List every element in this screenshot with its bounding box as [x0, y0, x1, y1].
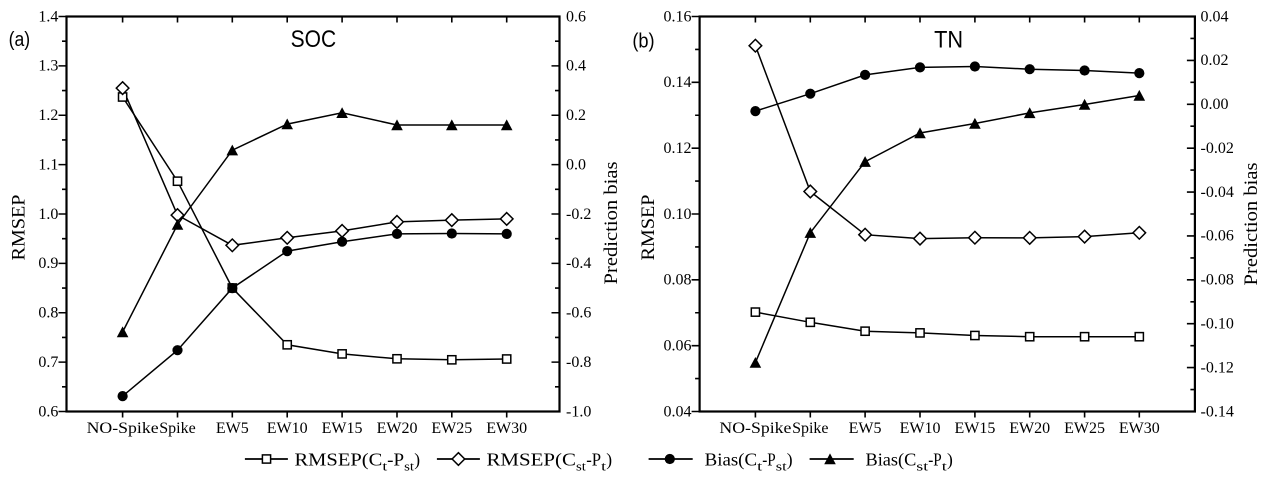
- svg-text:NO-Spike: NO-Spike: [719, 420, 791, 437]
- svg-text:Prediction bias: Prediction bias: [601, 162, 622, 285]
- svg-text:1.1: 1.1: [38, 156, 58, 173]
- svg-text:): ): [947, 449, 953, 469]
- svg-text:EW15: EW15: [954, 420, 995, 437]
- svg-text:0.8: 0.8: [38, 305, 58, 322]
- svg-text:-P: -P: [762, 449, 776, 469]
- svg-text:Prediction bias: Prediction bias: [1241, 163, 1262, 286]
- svg-text:t: t: [601, 459, 607, 474]
- svg-text:0.06: 0.06: [664, 337, 692, 354]
- svg-text:t: t: [382, 459, 387, 474]
- svg-text:st: st: [916, 459, 928, 474]
- svg-text:(b): (b): [632, 30, 654, 52]
- svg-text:-0.14: -0.14: [1201, 403, 1234, 420]
- svg-text:-0.2: -0.2: [566, 206, 591, 223]
- svg-text:-0.06: -0.06: [1201, 228, 1234, 245]
- svg-text:st: st: [404, 459, 414, 474]
- svg-text:EW5: EW5: [849, 420, 882, 437]
- svg-text:-0.4: -0.4: [566, 255, 591, 272]
- svg-text:): ): [606, 449, 612, 469]
- svg-text:RMSEP: RMSEP: [638, 195, 659, 261]
- svg-text:EW5: EW5: [216, 420, 249, 437]
- svg-text:NO-Spike: NO-Spike: [87, 420, 159, 437]
- svg-text:EW10: EW10: [267, 420, 308, 437]
- svg-text:Spike: Spike: [792, 420, 828, 437]
- svg-text:0.14: 0.14: [664, 74, 692, 91]
- svg-text:-P: -P: [586, 449, 601, 469]
- svg-text:0.9: 0.9: [38, 255, 58, 272]
- svg-text:0.16: 0.16: [664, 8, 692, 25]
- svg-text:0.12: 0.12: [664, 140, 692, 157]
- svg-text:): ): [787, 449, 793, 469]
- svg-text:-0.12: -0.12: [1201, 359, 1234, 376]
- svg-text:-P: -P: [387, 449, 404, 469]
- svg-text:st: st: [776, 459, 787, 474]
- svg-text:0.2: 0.2: [566, 107, 586, 124]
- svg-text:st: st: [576, 459, 586, 474]
- svg-text:-0.04: -0.04: [1201, 184, 1234, 201]
- svg-text:0.10: 0.10: [664, 206, 692, 223]
- svg-text:0.6: 0.6: [38, 403, 58, 420]
- svg-text:0.0: 0.0: [566, 156, 586, 173]
- svg-text:-0.10: -0.10: [1201, 316, 1234, 333]
- svg-text:0.04: 0.04: [664, 403, 692, 420]
- svg-text:0.6: 0.6: [566, 8, 586, 25]
- svg-text:EW20: EW20: [1009, 420, 1050, 437]
- svg-text:1.0: 1.0: [38, 206, 58, 223]
- svg-text:0.04: 0.04: [1201, 8, 1229, 25]
- svg-text:RMSEP(C: RMSEP(C: [295, 449, 383, 469]
- svg-text:0.4: 0.4: [566, 58, 586, 75]
- svg-text:0.00: 0.00: [1201, 96, 1229, 113]
- svg-text:-1.0: -1.0: [566, 403, 591, 420]
- svg-text:RMSEP: RMSEP: [9, 195, 30, 261]
- svg-text:-0.08: -0.08: [1201, 272, 1234, 289]
- svg-text:-0.02: -0.02: [1201, 140, 1234, 157]
- svg-text:RMSEP(C: RMSEP(C: [487, 449, 576, 469]
- svg-text:-P: -P: [928, 449, 942, 469]
- svg-text:Spike: Spike: [159, 420, 195, 437]
- svg-text:-0.6: -0.6: [566, 305, 591, 322]
- svg-text:EW30: EW30: [1119, 420, 1160, 437]
- svg-text:Bias(C: Bias(C: [866, 449, 917, 469]
- svg-text:): ): [414, 449, 420, 469]
- svg-text:TN: TN: [934, 27, 963, 54]
- svg-text:EW25: EW25: [1064, 420, 1105, 437]
- svg-text:EW10: EW10: [900, 420, 941, 437]
- svg-text:1.3: 1.3: [38, 58, 58, 75]
- svg-text:(a): (a): [9, 29, 31, 51]
- svg-text:t: t: [942, 459, 948, 474]
- svg-text:1.2: 1.2: [38, 107, 58, 124]
- svg-text:0.08: 0.08: [664, 272, 692, 289]
- svg-text:-0.8: -0.8: [566, 354, 591, 371]
- svg-text:1.4: 1.4: [38, 8, 58, 25]
- svg-text:SOC: SOC: [291, 26, 337, 53]
- svg-text:EW15: EW15: [322, 420, 363, 437]
- svg-text:EW25: EW25: [431, 420, 472, 437]
- svg-text:t: t: [757, 459, 763, 474]
- svg-text:EW30: EW30: [486, 420, 527, 437]
- svg-text:EW20: EW20: [377, 420, 418, 437]
- svg-text:0.7: 0.7: [38, 354, 58, 371]
- svg-text:0.02: 0.02: [1201, 52, 1229, 69]
- svg-text:Bias(C: Bias(C: [705, 449, 758, 469]
